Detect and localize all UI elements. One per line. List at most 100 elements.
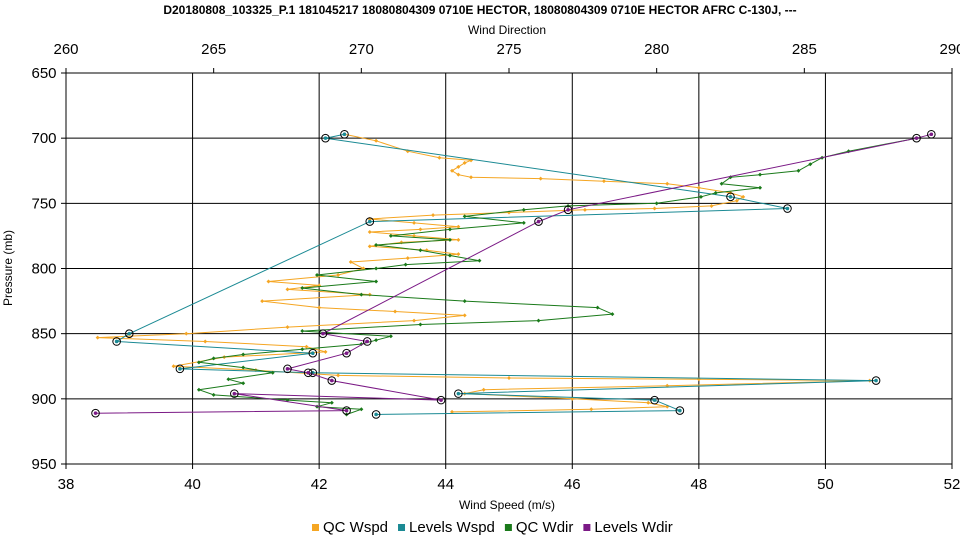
data-point: [582, 207, 587, 212]
legend-label: Levels Wspd: [409, 519, 495, 536]
data-point-core: [330, 378, 334, 383]
data-point: [348, 259, 353, 264]
data-point: [308, 348, 318, 358]
data-point: [610, 312, 615, 317]
legend-label: QC Wdir: [516, 519, 574, 536]
data-point: [342, 406, 351, 415]
series-layer: [91, 129, 936, 419]
data-point: [734, 198, 739, 203]
bottom-tick-label: 44: [437, 476, 454, 493]
data-point: [285, 287, 290, 292]
data-point: [241, 365, 246, 370]
data-point: [431, 213, 436, 218]
bottom-tick-label: 42: [311, 476, 328, 493]
data-point: [796, 168, 801, 173]
data-point: [758, 172, 763, 177]
data-point: [266, 279, 271, 284]
data-point: [211, 392, 216, 397]
data-point-core: [536, 219, 541, 224]
data-point: [285, 325, 290, 330]
data-point: [521, 207, 526, 212]
data-point: [462, 214, 467, 219]
data-point: [329, 400, 334, 405]
data-point: [418, 322, 423, 327]
data-point: [303, 368, 313, 378]
legend-swatch: [583, 524, 591, 531]
data-point: [362, 337, 372, 346]
data-point: [371, 410, 381, 419]
top-tick-label: 260: [53, 41, 78, 58]
y-axis-label: Pressure (mb): [1, 230, 15, 306]
data-point-core: [929, 132, 934, 137]
data-point-core: [311, 351, 315, 356]
data-point: [359, 292, 364, 297]
data-point: [196, 387, 201, 392]
data-point: [405, 256, 410, 261]
bottom-tick-label: 48: [691, 476, 708, 493]
data-point: [367, 230, 372, 235]
legend-label: Levels Wdir: [594, 519, 672, 536]
data-point: [563, 205, 573, 215]
data-point-core: [456, 391, 461, 396]
legend-item-levels-wspd: Levels Wspd: [398, 519, 495, 536]
data-point: [456, 252, 461, 257]
data-point: [713, 190, 718, 195]
data-point: [437, 155, 442, 160]
data-point: [367, 244, 372, 249]
data-point: [403, 262, 408, 267]
data-point: [318, 329, 328, 338]
legend-swatch: [398, 524, 406, 531]
data-point: [536, 318, 541, 323]
data-point: [323, 349, 328, 354]
data-point: [300, 347, 305, 352]
bottom-tick-label: 50: [817, 476, 834, 493]
data-point: [456, 237, 461, 242]
grid-lines: [66, 73, 952, 464]
data-point-core: [566, 208, 570, 212]
data-point: [317, 305, 322, 310]
data-point: [654, 201, 659, 206]
data-point: [95, 335, 100, 340]
data-point-core: [678, 408, 682, 413]
top-tick-label: 275: [496, 41, 521, 58]
legend-swatch: [504, 524, 512, 531]
data-point: [871, 376, 881, 385]
data-point: [211, 356, 216, 361]
data-point-core: [342, 132, 347, 137]
data-point: [374, 243, 379, 248]
data-point: [601, 179, 606, 184]
data-point: [758, 185, 763, 190]
data-point: [450, 168, 455, 173]
data-point: [808, 162, 813, 167]
data-point: [359, 407, 364, 412]
data-point: [741, 194, 746, 199]
data-point: [534, 217, 543, 226]
left-tick-label: 900: [31, 391, 56, 408]
data-point: [393, 309, 398, 314]
legend-item-qc-wdir: QC Wdir: [504, 519, 574, 536]
axis-ticks: 38 40 42 44 46 48 50 52 260 265 270 275 280 285 290 650…: [31, 41, 960, 493]
legend-item-qc-wspd: QC Wspd: [312, 519, 388, 536]
data-point: [374, 266, 379, 271]
data-point-core: [306, 370, 310, 375]
data-point: [521, 220, 526, 225]
data-point: [456, 172, 461, 177]
data-point: [230, 389, 239, 398]
data-point: [454, 389, 463, 398]
data-point: [469, 175, 474, 180]
chart-title: D20180808_103325_P.1 181045217 180808043…: [163, 3, 796, 17]
data-point: [270, 370, 275, 375]
data-point: [481, 387, 486, 392]
data-point: [450, 409, 455, 414]
data-point-core: [785, 206, 790, 211]
data-point-core: [321, 331, 325, 336]
data-point: [241, 381, 246, 386]
data-point-core: [178, 367, 182, 371]
data-point: [365, 217, 375, 226]
data-point: [340, 129, 349, 139]
data-point: [171, 364, 176, 369]
series-levels-wspd: [112, 129, 881, 419]
left-tick-label: 800: [31, 261, 56, 278]
top-tick-label: 290: [939, 41, 960, 58]
left-tick-label: 750: [31, 195, 56, 212]
